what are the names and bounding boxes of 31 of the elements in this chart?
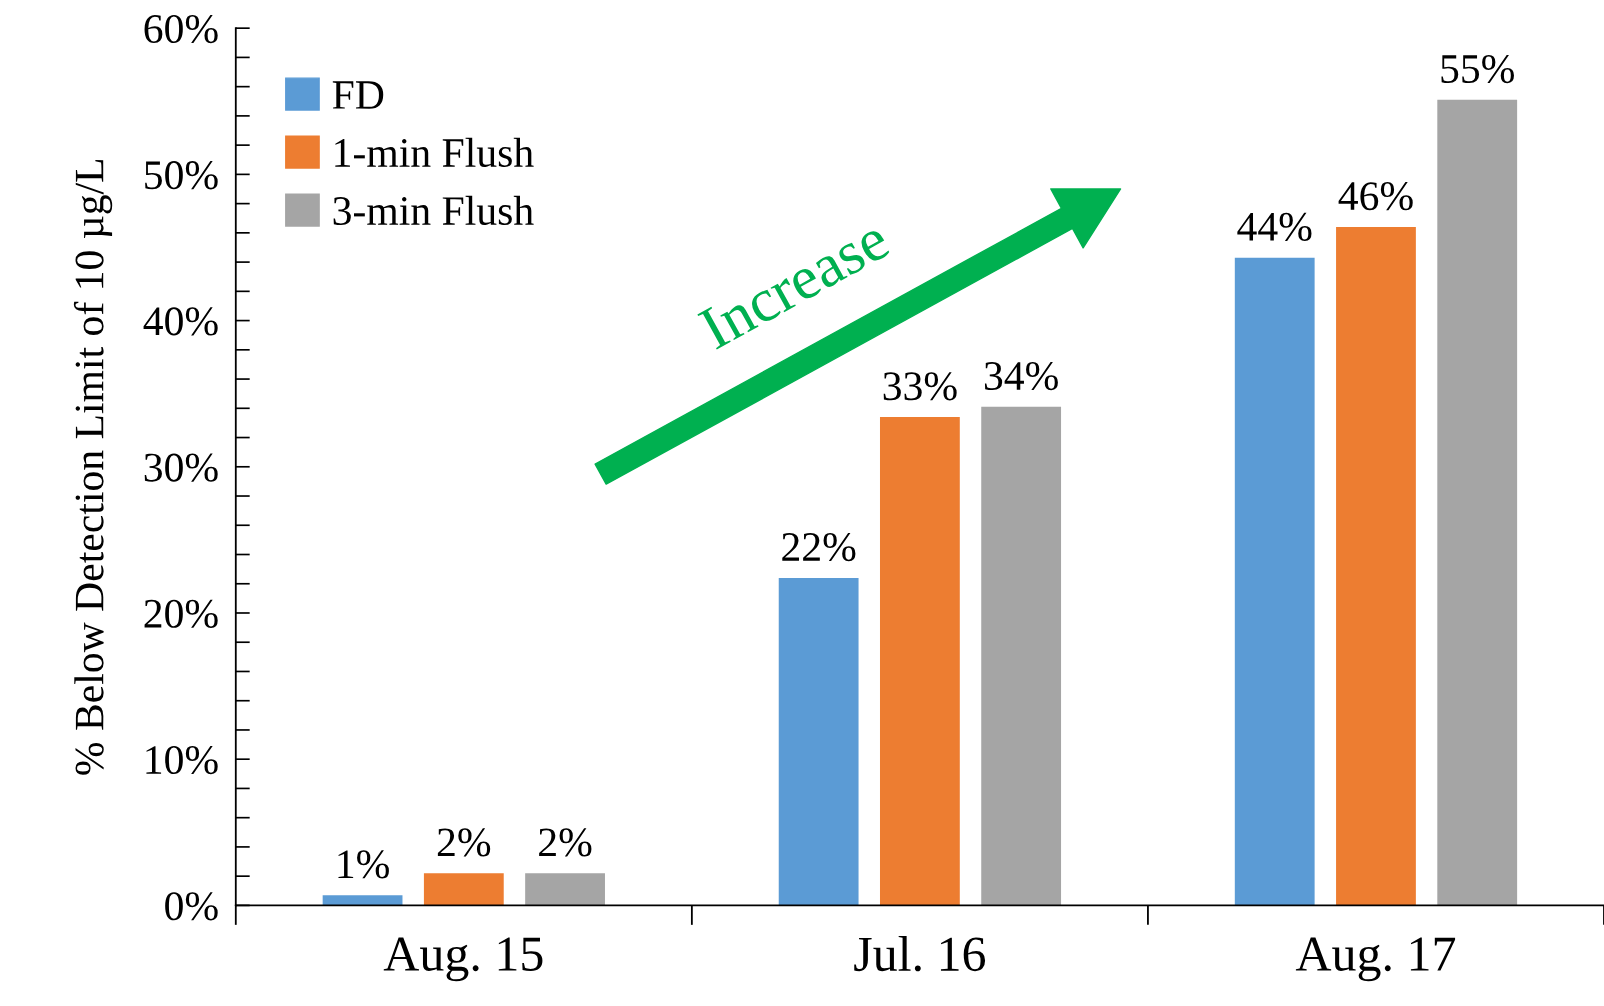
y-tick-label: 40% [143,307,218,336]
legend-label: FD [332,81,384,109]
x-tick-label: Aug. 15 [383,937,543,982]
y-tick-label: 20% [144,599,218,628]
bar [1234,257,1315,906]
bar [1336,227,1416,906]
y-tick-label: 0% [165,892,218,921]
data-label: 44% [1237,212,1312,242]
data-label: 2% [539,828,592,857]
bar [1437,99,1518,906]
data-label: 22% [782,532,856,562]
y-tick-label: 60% [144,14,218,44]
y-tick-label: 30% [144,453,218,482]
y-tick-label: 10% [146,745,218,775]
data-label: 34% [984,361,1058,391]
data-label: 46% [1338,182,1413,211]
x-tick-label: Aug. 17 [1295,937,1456,982]
bar [525,873,605,906]
data-label: 1% [338,850,389,879]
y-tick-label: 50% [145,161,218,190]
data-label: 2% [437,828,491,857]
x-tick-label: Jul. 16 [854,935,986,972]
bar [981,406,1062,906]
data-label: 33% [883,372,957,401]
y-axis-title: % Below Detection Limit of 10 µg/L [73,159,113,775]
legend-label: 3-min Flush [333,195,534,226]
bar [423,873,504,906]
legend-label: 1-min Flush [335,137,534,168]
bar [778,577,859,906]
data-label: 55% [1441,54,1514,84]
bar [879,417,960,906]
